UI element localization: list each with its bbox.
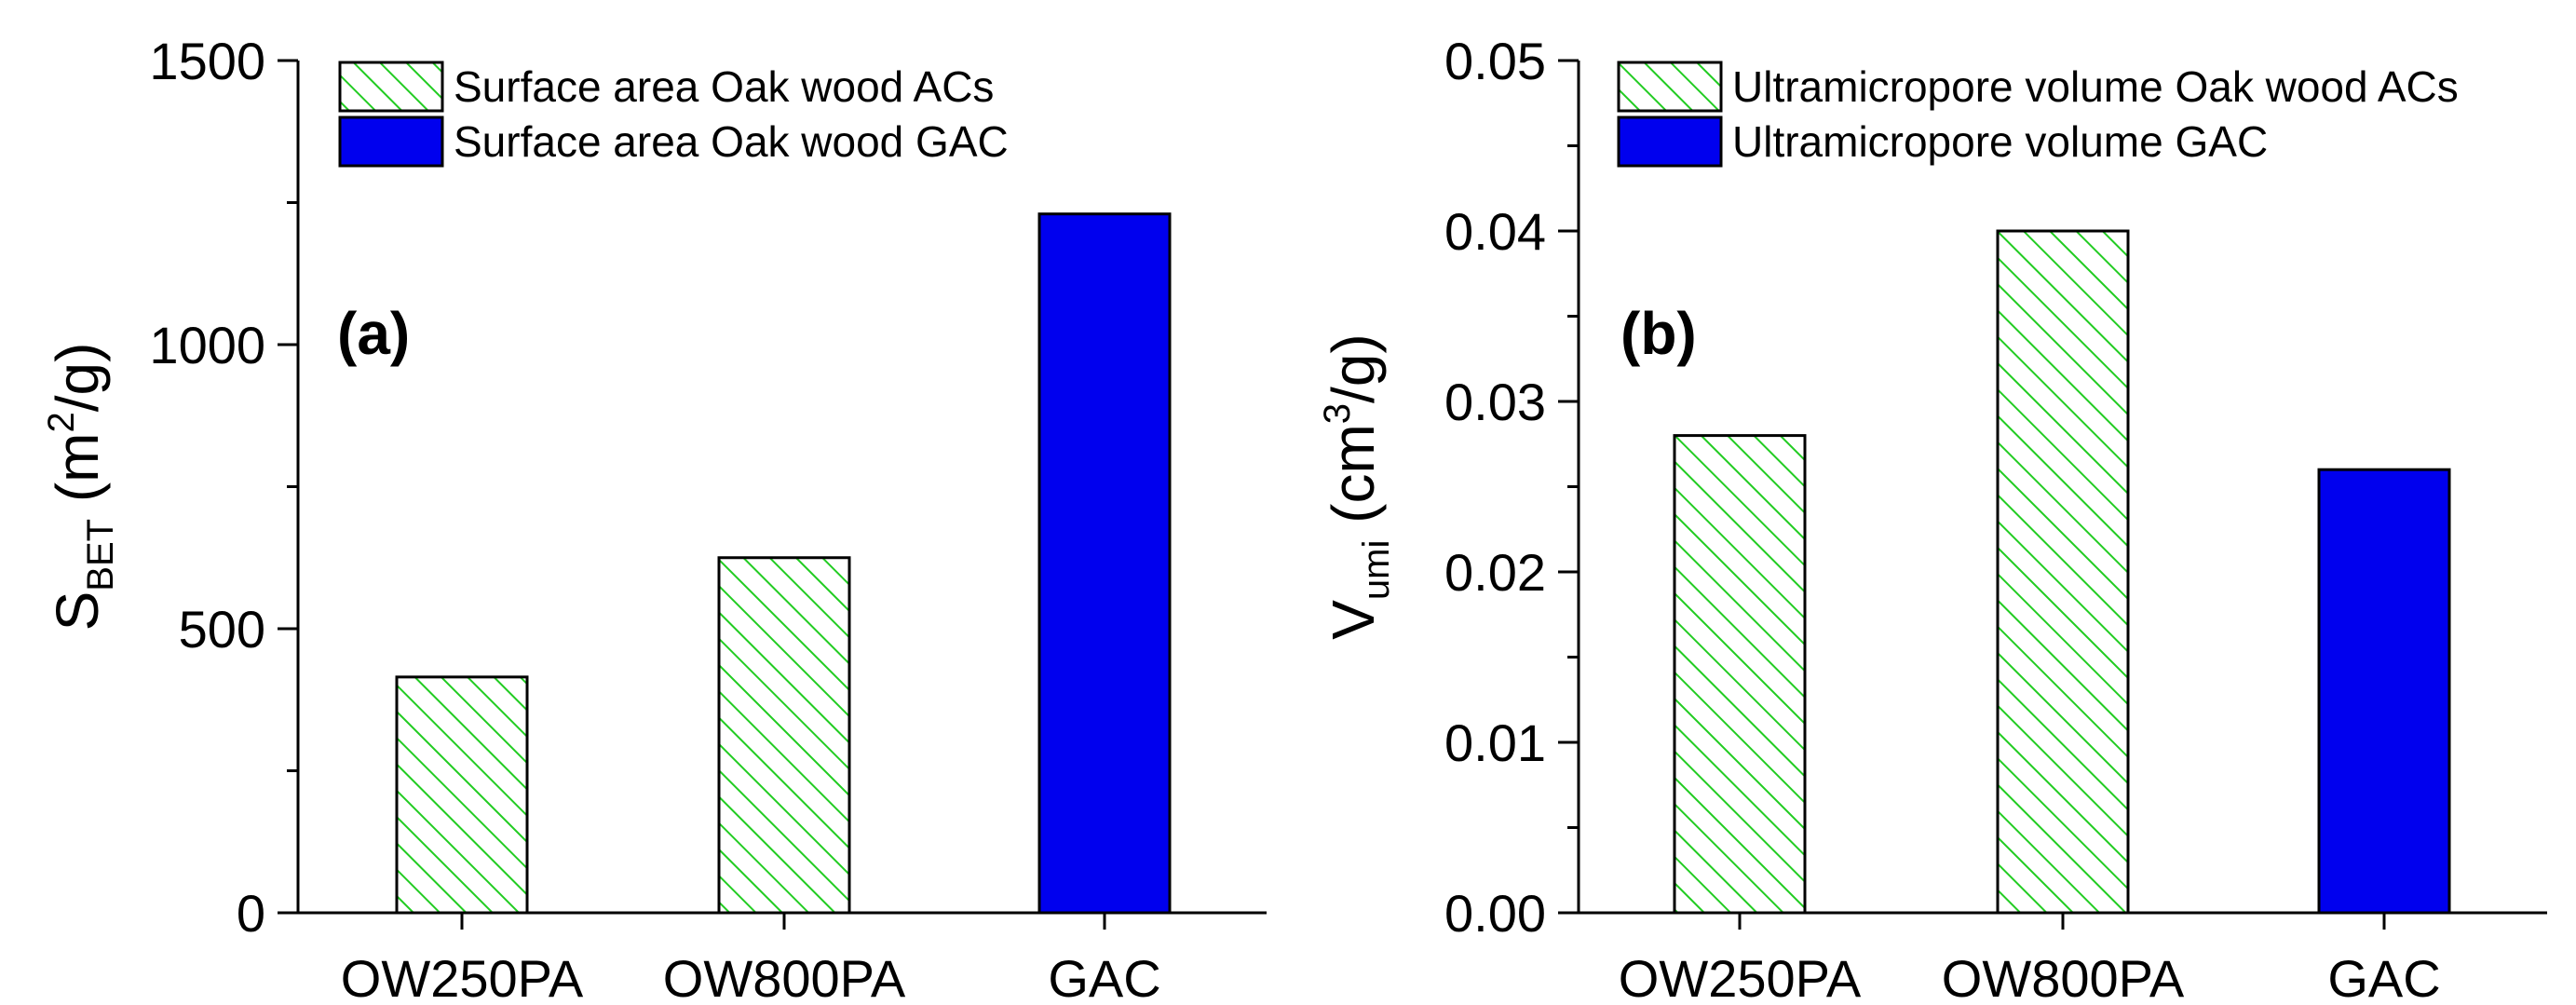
panel-a-y-label-sup: 2 bbox=[41, 412, 82, 432]
panel-a-x-tick-label: GAC bbox=[1048, 949, 1160, 1005]
panel-b-y-tick-label: 0.01 bbox=[1444, 713, 1546, 772]
panel-a-panel-label: (a) bbox=[337, 300, 410, 367]
panel-b-y-label-unit: (cm bbox=[1320, 424, 1387, 539]
panel-b-y-label-sub: umi bbox=[1356, 540, 1397, 600]
panel-b-legend-swatch bbox=[1617, 115, 1723, 168]
panel-b-y-tick-label: 0.05 bbox=[1444, 32, 1546, 90]
panel-b-x-tick-label: OW800PA bbox=[1942, 949, 2185, 1005]
panel-b-y-tick-label: 0.03 bbox=[1444, 373, 1546, 431]
chart-panel-a: 0 500 1000 1500 OW250PA OW800PA GAC SBET (m2/g)… bbox=[41, 32, 1267, 1005]
panel-a-y-label-main: S bbox=[44, 591, 111, 632]
panel-b-y-tick-label: 0.00 bbox=[1444, 884, 1546, 943]
panel-a-y-label-sub: BET bbox=[80, 519, 121, 591]
panel-a-legend-swatch bbox=[338, 115, 444, 168]
panel-a-y-axis-label: SBET (m2/g) bbox=[41, 343, 121, 632]
panel-a-legend-label: Surface area Oak wood GAC bbox=[454, 117, 1009, 166]
panel-b-panel-label: (b) bbox=[1620, 300, 1697, 367]
panel-a-y-tick-label: 1000 bbox=[149, 316, 265, 374]
panel-b-x-tick-label: GAC bbox=[2327, 949, 2440, 1005]
panel-a-legend-swatch bbox=[338, 61, 444, 113]
panel-b-y-label-sup: 3 bbox=[1317, 403, 1358, 424]
panel-b-bar-ow250pa bbox=[1673, 434, 1807, 915]
panel-a-bar-ow800pa bbox=[717, 556, 851, 915]
panel-a-x-tick-label: OW800PA bbox=[663, 949, 906, 1005]
panel-a-y-label-unit: (m bbox=[44, 433, 111, 519]
panel-b-legend-swatch bbox=[1617, 61, 1723, 113]
panel-b-legend-label: Ultramicropore volume Oak wood ACs bbox=[1732, 62, 2459, 111]
panel-a-y-tick-label: 0 bbox=[237, 884, 265, 943]
panel-b-x-tick-label: OW250PA bbox=[1619, 949, 1862, 1005]
panel-b-y-tick-label: 0.02 bbox=[1444, 543, 1546, 602]
panel-b-y-label-unit-end: /g) bbox=[1320, 333, 1387, 403]
panel-a-y-tick-label: 1500 bbox=[149, 32, 265, 90]
chart-panel-b: 0.00 0.01 0.02 0.03 0.04 0.05 OW250PA OW800PA GA… bbox=[1317, 32, 2547, 1005]
panel-a-legend-label: Surface area Oak wood ACs bbox=[454, 62, 994, 111]
panel-a-x-tick-label: OW250PA bbox=[341, 949, 584, 1005]
panel-b-y-tick-label: 0.04 bbox=[1444, 202, 1546, 261]
panel-b-y-label-main: V bbox=[1320, 600, 1387, 640]
panel-a-y-label-unit-end: /g) bbox=[44, 343, 111, 413]
panel-b-bar-ow800pa bbox=[1996, 229, 2130, 915]
panel-a-y-tick-label: 500 bbox=[179, 600, 265, 659]
panel-b-legend-label: Ultramicropore volume GAC bbox=[1732, 117, 2268, 166]
panel-b-y-axis-label: Vumi (cm3/g) bbox=[1317, 333, 1397, 639]
panel-a-bar-ow250pa bbox=[395, 675, 529, 915]
panel-b-bar-gac bbox=[2317, 468, 2451, 915]
panel-a-bar-gac bbox=[1037, 212, 1172, 915]
